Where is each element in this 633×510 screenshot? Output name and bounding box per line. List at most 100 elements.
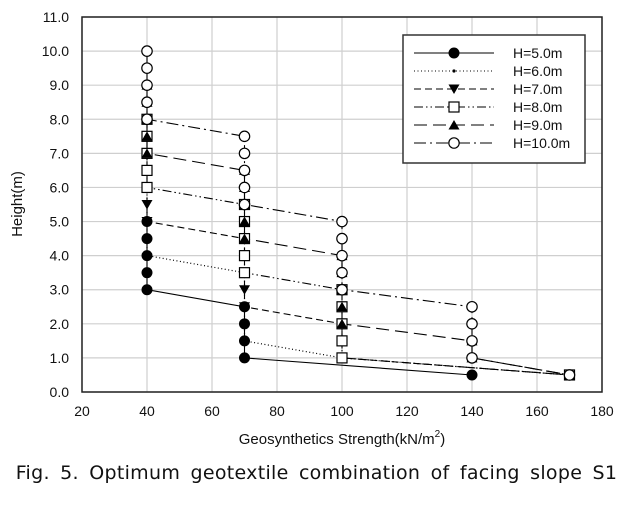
legend-item: H=7.0m [414, 81, 562, 97]
x-axis-label-main: Geosynthetics Strength(kN/m [239, 431, 435, 448]
x-tick-label: 160 [525, 403, 549, 419]
legend-item: H=10.0m [414, 135, 570, 151]
data-point [242, 339, 247, 343]
x-tick-label: 40 [139, 403, 155, 419]
y-tick-label: 3.0 [50, 282, 70, 298]
legend-item: H=6.0m [414, 63, 562, 79]
data-point [141, 200, 153, 210]
data-point [336, 283, 348, 296]
data-point [239, 285, 250, 295]
data-point [145, 254, 149, 258]
legend-label: H=9.0m [513, 117, 562, 133]
legend-marker [448, 120, 460, 130]
data-point [336, 232, 348, 245]
data-point [239, 233, 250, 244]
y-tick-label: 9.0 [50, 77, 70, 93]
data-point [141, 62, 153, 74]
data-point [336, 301, 348, 312]
data-point [238, 164, 251, 177]
legend-item: H=8.0m [414, 99, 562, 115]
legend-label: H=8.0m [513, 99, 562, 115]
data-point [141, 45, 153, 57]
data-point [238, 147, 251, 160]
y-tick-label: 11.0 [43, 9, 69, 25]
legend-label: H=7.0m [513, 81, 562, 97]
data-point [336, 249, 348, 262]
series-3-markers [141, 148, 575, 380]
legend-item: H=9.0m [414, 117, 562, 133]
y-tick-label: 4.0 [50, 248, 70, 264]
data-point [141, 181, 153, 194]
data-point [141, 267, 153, 279]
data-point [141, 164, 153, 177]
legend-label: H=5.0m [513, 45, 562, 61]
data-point [563, 369, 576, 381]
data-point [466, 300, 478, 313]
legend: H=5.0m H=6.0m H=7.0m H=8.0m H=9.0m H=10.0m [402, 34, 586, 164]
series-line-4 [146, 119, 570, 376]
y-axis-label: Height(m) [9, 171, 26, 237]
x-tick-label: 100 [330, 403, 354, 419]
plot-frame [81, 16, 603, 393]
legend-marker [452, 69, 456, 73]
data-point [336, 335, 348, 347]
legend-label: H=6.0m [513, 63, 562, 79]
data-point [239, 352, 250, 364]
x-tick-label: 180 [590, 403, 614, 419]
legend-marker [448, 137, 460, 149]
x-tick-label: 80 [269, 403, 285, 419]
data-point [336, 318, 348, 329]
legend-item: H=5.0m [414, 45, 562, 61]
data-point [141, 131, 153, 141]
x-axis-label: Geosynthetics Strength(kN/m2) [239, 429, 445, 448]
data-point [238, 130, 251, 143]
data-point [141, 284, 153, 296]
data-point [466, 335, 478, 347]
series-line-3 [146, 153, 570, 376]
legend-box [402, 34, 586, 164]
y-tick-label: 8.0 [50, 111, 70, 127]
y-tick-labels: 0.0 1.0 2.0 3.0 4.0 5.0 6.0 7.0 8.0 9.0 10.0 11.0 [42, 9, 69, 400]
legend-marker [448, 84, 460, 94]
data-point [466, 318, 478, 330]
x-tick-label: 140 [460, 403, 484, 419]
data-point [238, 181, 251, 194]
data-point [145, 236, 149, 241]
x-tick-label: 60 [204, 403, 220, 419]
series-line-2 [146, 187, 570, 376]
y-tick-label: 5.0 [50, 214, 70, 230]
figure-caption: Fig. 5. Optimum geotextile combination o… [15, 462, 618, 484]
legend-marker [448, 101, 460, 113]
data-point [239, 302, 250, 312]
data-point [141, 79, 153, 91]
data-point [336, 266, 348, 279]
legend-label: H=10.0m [513, 135, 570, 151]
x-tick-label: 120 [395, 403, 419, 419]
chart: 20 40 60 80 100 120 140 160 180 0.0 1.0 2.0 3.0 4.0 5… [9, 9, 614, 448]
x-axis-label-sup: 2 [435, 429, 441, 440]
data-point [238, 267, 251, 279]
data-point [336, 352, 348, 364]
data-point [141, 96, 153, 109]
y-tick-label: 10.0 [42, 43, 69, 59]
legend-marker [448, 47, 460, 59]
data-point [336, 215, 348, 228]
data-point [466, 369, 478, 381]
x-tick-labels: 20 40 60 80 100 120 140 160 180 [74, 403, 614, 419]
series-1-markers [141, 216, 478, 381]
series-markers [141, 45, 576, 381]
series-2-markers [145, 185, 572, 377]
data-point [141, 217, 153, 227]
data-point [238, 198, 251, 211]
y-tick-label: 7.0 [50, 145, 70, 161]
data-point [466, 352, 478, 364]
y-tick-label: 1.0 [50, 350, 70, 366]
data-point [141, 148, 153, 158]
y-tick-label: 2.0 [50, 316, 70, 332]
data-point [141, 113, 153, 126]
x-axis-label-close: ) [440, 431, 445, 448]
series-6-markers [141, 45, 576, 381]
y-tick-label: 6.0 [50, 179, 70, 195]
x-tick-label: 20 [74, 403, 90, 419]
data-point [242, 322, 247, 326]
